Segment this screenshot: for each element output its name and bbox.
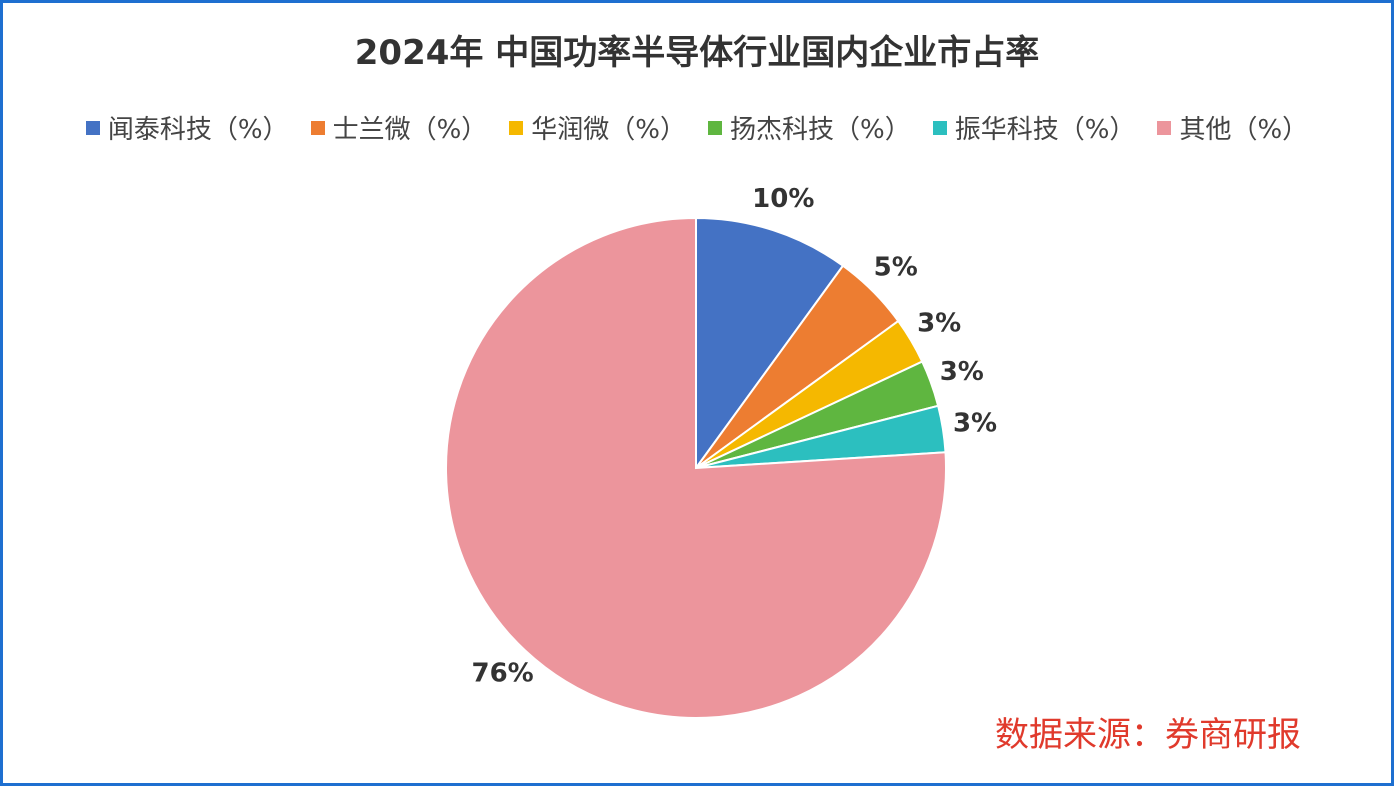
data-label: 3% (953, 408, 997, 438)
legend-swatch (708, 120, 722, 135)
legend-swatch (1157, 120, 1172, 135)
legend-swatch (932, 120, 947, 135)
legend-label: 其他（%） (1179, 115, 1309, 145)
legend: 闻泰科技（%） 士兰微（%） 华润微（%） 扬杰科技（%） 振华科技（%） 其他（%） (3, 109, 1391, 146)
chart-title: 2024年 中国功率半导体行业国内企业市占率 (354, 33, 1040, 73)
legend-swatch (310, 120, 325, 135)
data-label: 3% (940, 357, 984, 387)
pie-slice (445, 216, 947, 719)
legend-item: 振华科技（%） (932, 109, 1136, 146)
legend-swatch (85, 120, 100, 135)
data-label: 3% (917, 309, 961, 339)
legend-label: 华润微（%） (531, 115, 686, 145)
legend-swatch (509, 120, 524, 135)
legend-label: 闻泰科技（%） (107, 115, 289, 145)
legend-item: 华润微（%） (509, 109, 686, 146)
source-note: 数据来源：券商研报 (995, 715, 1301, 755)
data-label: 76% (471, 658, 533, 688)
legend-item: 士兰微（%） (310, 109, 488, 146)
legend-label: 振华科技（%） (954, 115, 1136, 145)
legend-item: 扬杰科技（%） (708, 109, 911, 146)
legend-label: 扬杰科技（%） (730, 115, 911, 145)
data-label: 5% (874, 253, 918, 283)
legend-item: 闻泰科技（%） (85, 109, 289, 146)
pie-area: 10% 5% 3% 3% 3% 76% (445, 184, 997, 719)
pie-slice (695, 216, 845, 472)
data-label: 10% (752, 184, 814, 214)
legend-label: 士兰微（%） (332, 115, 488, 145)
legend-item: 其他（%） (1157, 109, 1308, 146)
